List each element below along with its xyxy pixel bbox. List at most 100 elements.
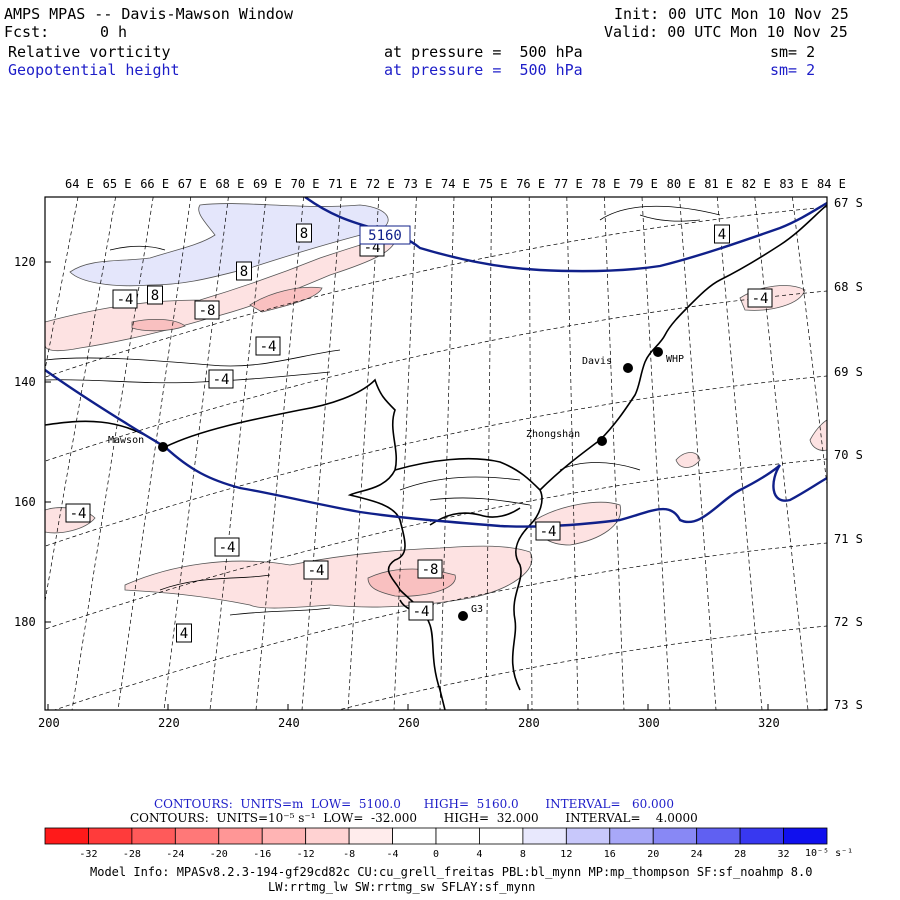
lon-label: 82 E: [742, 177, 771, 191]
lon-label: 68 E: [215, 177, 244, 191]
colorbar-segment: [305, 827, 350, 845]
colorbar-label: 20: [647, 849, 659, 860]
meridian-line: [45, 197, 79, 372]
lon-label: 70 E: [291, 177, 320, 191]
colorbar-segment: [522, 827, 567, 845]
y-tick-label: 160: [14, 495, 36, 509]
parallel-line: [45, 458, 827, 630]
lon-label: 64 E: [65, 177, 94, 191]
colorbar-label: 0: [433, 849, 439, 860]
colorbar-segment: [435, 827, 480, 845]
height-label: 5160: [368, 228, 402, 244]
lat-label: 67 S: [834, 196, 863, 210]
lat-label: 69 S: [834, 365, 863, 379]
meridian-line: [45, 197, 116, 604]
contour-label: 4: [180, 626, 188, 642]
lon-label: 66 E: [140, 177, 169, 191]
colorbar-label: 32: [778, 849, 790, 860]
y-tick-label: 180: [14, 615, 36, 629]
parallel-line: [45, 375, 827, 547]
y-axis-ticks: 120 140 160 180: [14, 255, 51, 629]
contour-label: -4: [213, 372, 230, 388]
lon-label: 75 E: [479, 177, 508, 191]
contour-label: 4: [718, 227, 726, 243]
model-info-line2: LW:rrtmg_lw SW:rrtmg_sw SFLAY:sf_mynn: [268, 880, 536, 894]
colorbar-segment: [392, 827, 437, 845]
x-tick-label: 200: [38, 716, 60, 730]
field2-smoothing: sm= 2: [770, 61, 816, 79]
contour-label: -4: [413, 604, 430, 620]
colorbar: [44, 827, 828, 845]
contour-label-box: [408, 601, 434, 621]
y-tick-label: 120: [14, 255, 36, 269]
x-tick-label: 220: [158, 716, 180, 730]
contour-label-box: [535, 521, 561, 541]
colorbar-segment: [348, 827, 393, 845]
contour-label-box: [296, 223, 312, 243]
colorbar-label: -8: [343, 849, 355, 860]
meridian-line: [393, 197, 417, 710]
contour-label-box: [714, 224, 730, 244]
height-label-box: 5160: [359, 225, 411, 245]
contour-label-box: [255, 336, 281, 356]
colorbar-units: 10⁻⁵ s⁻¹: [805, 848, 853, 859]
meridian-line: [485, 197, 492, 710]
longitude-labels: 64 E 65 E 66 E 67 E 68 E 69 E 70 E 71 E 72 E 73 E…: [65, 177, 846, 191]
colorbar-label: -16: [253, 849, 271, 860]
x-axis-ticks: 200 220 240 260 280 300 320: [38, 704, 780, 730]
contour-label: 8: [300, 226, 308, 242]
station-marker: [458, 611, 468, 621]
meridian-line: [163, 197, 229, 710]
contour-label: -4: [70, 506, 87, 522]
lon-label: 72 E: [366, 177, 395, 191]
lon-label: 74 E: [441, 177, 470, 191]
lat-lon-grid: [45, 197, 827, 710]
forecast-value: 0 h: [100, 23, 128, 41]
station-marker: [623, 363, 633, 373]
x-tick-label: 300: [638, 716, 660, 730]
field2-name: Geopotential height: [8, 61, 180, 79]
colorbar-segment: [131, 827, 176, 845]
model-info-line1: Model Info: MPASv8.2.3-194-gf29cd82c CU:…: [90, 865, 813, 879]
x-tick-label: 260: [398, 716, 420, 730]
parallel-line: [45, 206, 827, 378]
latitude-labels: 67 S 68 S 69 S 70 S 71 S 72 S 73 S: [834, 196, 863, 712]
contour-labels: 888-4-8-4-44-4-4-4-4-4 -8-4-44: [65, 223, 773, 643]
colorbar-segment: [218, 827, 263, 845]
lon-label: 80 E: [667, 177, 696, 191]
lon-label: 84 E: [817, 177, 846, 191]
x-tick-label: 240: [278, 716, 300, 730]
meridian-line: [528, 197, 533, 710]
lon-label: 65 E: [103, 177, 132, 191]
lat-label: 68 S: [834, 280, 863, 294]
negative-vorticity-spot: [675, 452, 701, 468]
negative-vorticity-area-fareast: [809, 419, 827, 451]
colorbar-segment: [565, 827, 611, 845]
colorbar-segment: [739, 827, 784, 845]
meridian-line: [604, 197, 625, 710]
contour-label-box: [747, 288, 773, 308]
x-tick-label: 280: [518, 716, 540, 730]
colorbar-label: -24: [166, 849, 184, 860]
lon-label: 81 E: [704, 177, 733, 191]
lat-label: 70 S: [834, 448, 863, 462]
colorbar-segment: [44, 827, 89, 845]
lon-label: 67 E: [178, 177, 207, 191]
colorbar-label: 16: [604, 849, 616, 860]
station-label: G3: [471, 604, 483, 615]
lon-label: 71 E: [328, 177, 357, 191]
x-tick-label: 320: [758, 716, 780, 730]
colorbar-segment: [609, 827, 654, 845]
meridian-line: [641, 197, 671, 710]
geopotential-height-contours: [45, 197, 827, 528]
contour-label: -8: [422, 562, 439, 578]
y-tick-label: 140: [14, 375, 36, 389]
field1-smoothing: sm= 2: [770, 43, 816, 61]
contour-label: -4: [260, 339, 277, 355]
contour-label-box: [65, 503, 91, 523]
colorbar-label: 4: [476, 849, 482, 860]
meridian-line: [255, 197, 304, 710]
station-label: WHP: [666, 354, 684, 365]
contour-label-box: [147, 285, 163, 305]
